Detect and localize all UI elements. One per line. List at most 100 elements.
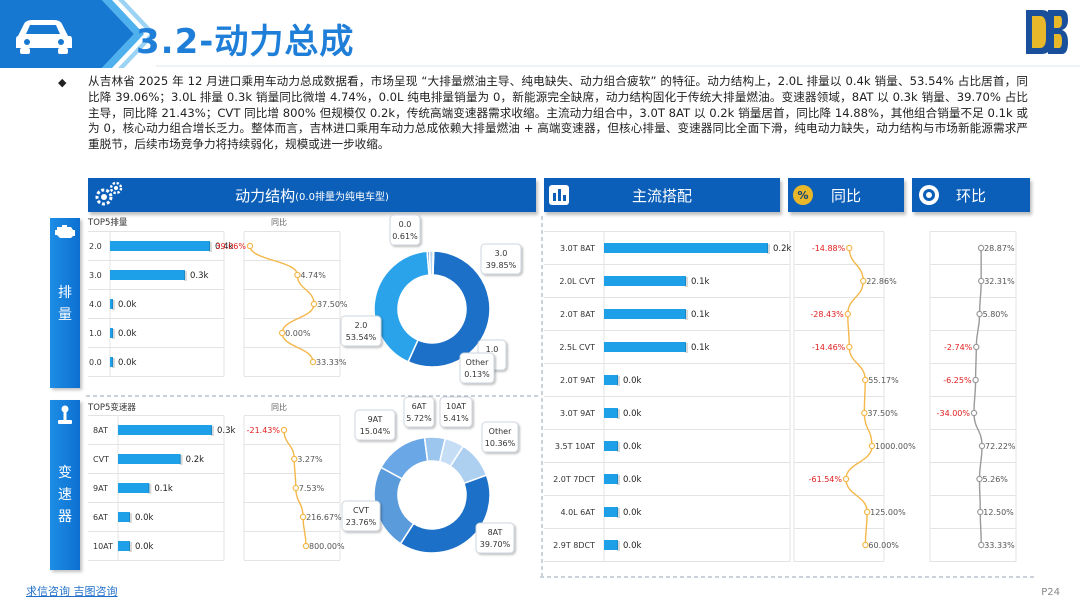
mainstream_yoy-data-label: 22.86% — [866, 277, 897, 286]
bullet-icon: ◆ — [58, 76, 67, 89]
mainstream_bar-bar — [604, 342, 686, 352]
mainstream_yoy-data-label: 55.17% — [868, 376, 899, 385]
displacement_bar-bar-shadow — [112, 358, 115, 368]
mainstream_bar-bar-shadow — [617, 376, 620, 386]
mainstream_mom-data-label: 72.22% — [985, 442, 1016, 451]
mainstream_yoy-data-label: -14.46% — [812, 343, 846, 352]
displacement_bar-category-label: 3.0 — [89, 271, 102, 280]
mainstream_yoy-point — [861, 409, 868, 417]
transmission_pie-callout-value: 10.36% — [485, 439, 516, 448]
transmission_bar-bar — [118, 541, 130, 551]
transmission_bar-value-label: 0.3k — [217, 426, 236, 436]
displacement_bar-category-label: 2.0 — [89, 242, 102, 251]
transmission_yoy-point — [280, 426, 288, 434]
transmission_bar-value-label: 0.1k — [154, 484, 173, 494]
mainstream_bar-bar-shadow — [767, 244, 770, 254]
displacement_yoy-data-label: 39.06% — [215, 242, 246, 251]
displacement_bar-value-label: 0.3k — [190, 271, 209, 281]
displacement_pie-callout-box — [389, 214, 421, 246]
page-title: 3.2-动力总成 — [136, 22, 355, 62]
mainstream_yoy-data-label: -28.43% — [810, 310, 844, 319]
transmission_pie-slice — [399, 474, 491, 554]
mainstream_mom-data-label: -34.00% — [937, 409, 971, 418]
transmission_pie-callout-box — [341, 500, 381, 532]
transmission_bar-bar — [118, 512, 130, 522]
mainstream_mom-point — [978, 442, 986, 450]
mainstream-header: 主流搭配 — [544, 178, 780, 212]
mainstream_bar-bar-shadow — [685, 277, 688, 287]
percent-icon: % — [793, 185, 813, 205]
mainstream-header-label: 主流搭配 — [631, 186, 692, 205]
displacement_yoy-data-label: 4.74% — [300, 271, 326, 280]
mainstream_mom-data-label: 5.80% — [983, 310, 1009, 319]
mainstream_yoy-point — [862, 376, 869, 384]
mainstream_bar-bar-shadow — [617, 508, 620, 518]
transmission_bar-bar-shadow — [211, 426, 214, 436]
displacement_pie-slice — [431, 250, 435, 276]
displacement_yoy-point — [310, 300, 318, 308]
yoy-header-label: 同比 — [830, 186, 861, 205]
displacement_yoy-data-label: 0.00% — [285, 329, 311, 338]
mainstream_yoy-point — [842, 475, 850, 483]
displacement_yoy-point — [278, 329, 286, 337]
transmission_bar-value-label: 0.0k — [135, 542, 154, 552]
displacement_yoy-series-line — [249, 245, 315, 363]
displacement_yoy-point — [294, 271, 301, 279]
footer-links[interactable]: 求信咨询 吉图咨询 — [26, 585, 118, 598]
transmission_yoy-point — [292, 484, 299, 492]
mainstream_bar-value-label: 0.0k — [623, 508, 642, 518]
transmission_bar-bar — [118, 425, 212, 435]
transmission_pie-callout-value: 5.41% — [443, 414, 469, 423]
mainstream_yoy-data-label: -61.54% — [809, 475, 843, 484]
transmission_pie-callout-value: 23.76% — [346, 518, 377, 527]
mainstream_mom-point — [976, 310, 983, 318]
transmission_pie-callout-category: Other — [489, 427, 512, 436]
power-structure-header-label: 动力结构 — [235, 186, 296, 205]
mainstream_mom-data-label: 33.33% — [984, 541, 1015, 550]
mainstream_mom-point — [970, 409, 978, 417]
mainstream_bar-bar — [604, 243, 768, 253]
transmission_yoy-title: 同比 — [271, 402, 287, 412]
mainstream_yoy-point — [863, 508, 871, 516]
mainstream_mom-data-label: -2.74% — [944, 343, 973, 352]
mainstream_yoy-data-label: 125.00% — [870, 508, 906, 517]
displacement_pie-callout-box — [459, 352, 495, 384]
displacement_yoy-title: 同比 — [271, 217, 287, 227]
mainstream_mom-point — [976, 475, 983, 483]
mainstream_bar-bar-shadow — [617, 541, 620, 551]
mainstream_mom-series-line — [973, 247, 983, 546]
transmission_bar-category-label: 8AT — [93, 426, 108, 435]
transmission_pie-callout-value: 15.04% — [360, 427, 391, 436]
transmission_pie-callout-category: CVT — [353, 506, 369, 515]
transmission_bar-bar-shadow — [129, 513, 132, 523]
transmission_yoy-point — [299, 513, 307, 521]
mainstream_bar-value-label: 0.2k — [773, 244, 792, 254]
transmission_pie-callout-box — [481, 421, 519, 453]
displacement_yoy-point — [309, 358, 317, 366]
transmission_yoy-data-label: 7.53% — [299, 484, 325, 493]
transmission_bar-bar — [118, 454, 181, 464]
displacement_yoy-data-label: 37.50% — [317, 300, 348, 309]
svg-text:%: % — [797, 189, 808, 202]
mainstream_mom-point — [977, 508, 984, 516]
target-icon — [919, 185, 939, 205]
mainstream_bar-bar — [604, 309, 686, 319]
displacement_bar-bar — [110, 328, 113, 338]
mainstream_mom-point — [978, 541, 985, 549]
mainstream_bar-value-label: 0.0k — [623, 409, 642, 419]
displacement_pie-callout-category: 0.0 — [399, 220, 412, 229]
car-icon — [16, 20, 72, 54]
mainstream_bar-bar — [604, 507, 618, 517]
transmission_pie-slice — [449, 445, 488, 485]
gear-shifter-icon — [58, 405, 72, 424]
transmission_bar-category-label: 9AT — [93, 484, 108, 493]
transmission_bar-bar-shadow — [148, 484, 152, 494]
transmission_yoy-data-label: 216.67% — [306, 513, 342, 522]
mainstream_bar-value-label: 0.0k — [623, 541, 642, 551]
power-structure-note: (0.0排量为纯电车型) — [295, 191, 389, 203]
mainstream_bar-bar-shadow — [685, 310, 688, 320]
transmission_bar-title: TOP5变速器 — [87, 402, 136, 413]
mainstream_bar-category-label: 3.0T 9AT — [560, 409, 595, 418]
transmission_pie-callout-category: 6AT — [412, 402, 427, 411]
